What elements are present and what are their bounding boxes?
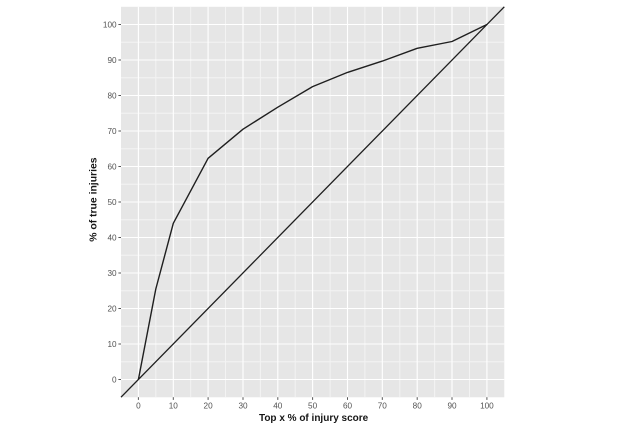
svg-text:20: 20 <box>204 401 214 410</box>
svg-text:80: 80 <box>107 91 117 100</box>
svg-text:10: 10 <box>107 340 117 349</box>
svg-text:0: 0 <box>112 375 117 384</box>
svg-text:10: 10 <box>169 401 179 410</box>
svg-text:40: 40 <box>273 401 283 410</box>
svg-text:60: 60 <box>107 162 117 171</box>
svg-text:100: 100 <box>103 20 117 29</box>
svg-text:50: 50 <box>107 198 117 207</box>
svg-text:20: 20 <box>107 304 117 313</box>
svg-text:40: 40 <box>107 233 117 242</box>
svg-text:% of true injuries: % of true injuries <box>89 157 100 242</box>
svg-text:30: 30 <box>107 269 117 278</box>
svg-text:60: 60 <box>343 401 353 410</box>
svg-text:0: 0 <box>136 401 141 410</box>
svg-text:80: 80 <box>413 401 423 410</box>
svg-text:100: 100 <box>480 401 494 410</box>
svg-text:90: 90 <box>447 401 457 410</box>
svg-text:30: 30 <box>238 401 248 410</box>
svg-text:70: 70 <box>107 127 117 136</box>
svg-text:50: 50 <box>308 401 318 410</box>
svg-text:90: 90 <box>107 56 117 65</box>
svg-text:Top x % of injury score: Top x % of injury score <box>259 413 369 424</box>
svg-text:70: 70 <box>378 401 388 410</box>
